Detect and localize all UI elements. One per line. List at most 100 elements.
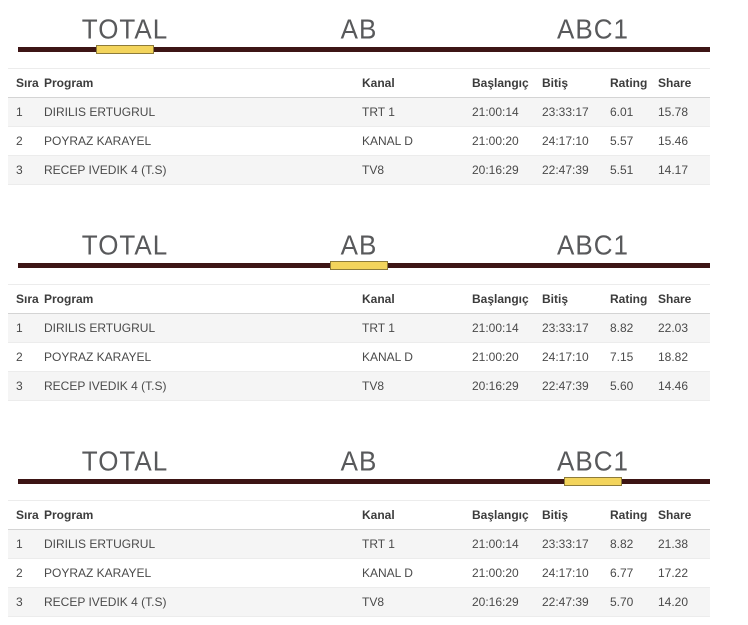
table-row: 3 RECEP IVEDIK 4 (T.S) TV8 20:16:29 22:47:39… bbox=[8, 155, 710, 185]
table-cell: KANAL D bbox=[358, 342, 468, 372]
table-cell: 21:00:20 bbox=[468, 126, 538, 156]
table-cell: 8.82 bbox=[606, 529, 654, 559]
table-cell: 5.70 bbox=[606, 587, 654, 617]
table-cell: DIRILIS ERTUGRUL bbox=[40, 97, 358, 127]
tab-abc1[interactable]: ABC1 bbox=[557, 229, 629, 262]
table-cell: 5.57 bbox=[606, 126, 654, 156]
column-header: Sıra bbox=[8, 500, 40, 530]
column-header: Başlangıç bbox=[468, 68, 538, 98]
tab-divider-rule bbox=[18, 47, 710, 52]
ratings-panel: TOTAL AB ABC1 Sıra Program Kanal Başlangıç Bit… bbox=[8, 2, 710, 185]
table-cell: TRT 1 bbox=[358, 529, 468, 559]
tab-total[interactable]: TOTAL bbox=[81, 13, 169, 46]
tab-ab[interactable]: AB bbox=[340, 13, 378, 46]
table-cell: 24:17:10 bbox=[538, 126, 606, 156]
table-cell: 17.22 bbox=[654, 558, 710, 588]
table-cell: 18.82 bbox=[654, 342, 710, 372]
tab-total[interactable]: TOTAL bbox=[81, 229, 169, 262]
column-header: Sıra bbox=[8, 284, 40, 314]
table-cell: 21:00:20 bbox=[468, 342, 538, 372]
ratings-table: Sıra Program Kanal Başlangıç Bitiş Rating Shar… bbox=[8, 284, 710, 401]
column-header: Program bbox=[40, 284, 358, 314]
column-header: Sıra bbox=[8, 68, 40, 98]
table-cell: 14.17 bbox=[654, 155, 710, 185]
ratings-panel: TOTAL AB ABC1 Sıra Program Kanal Başlangıç Bit… bbox=[8, 218, 710, 401]
column-header: Başlangıç bbox=[468, 284, 538, 314]
table-cell: 3 bbox=[8, 155, 40, 185]
table-cell: 6.01 bbox=[606, 97, 654, 127]
table-cell: 21.38 bbox=[654, 529, 710, 559]
table-row: 3 RECEP IVEDIK 4 (T.S) TV8 20:16:29 22:47:39… bbox=[8, 587, 710, 617]
column-header: Rating bbox=[606, 500, 654, 530]
column-header: Rating bbox=[606, 284, 654, 314]
table-cell: 14.20 bbox=[654, 587, 710, 617]
table-cell: 6.77 bbox=[606, 558, 654, 588]
table-cell: RECEP IVEDIK 4 (T.S) bbox=[40, 155, 358, 185]
table-body: 1 DIRILIS ERTUGRUL TRT 1 21:00:14 23:33:17 8.… bbox=[8, 529, 710, 617]
table-cell: 21:00:20 bbox=[468, 558, 538, 588]
tab-bar: TOTAL AB ABC1 bbox=[8, 434, 710, 479]
table-cell: 1 bbox=[8, 313, 40, 343]
table-cell: 23:33:17 bbox=[538, 529, 606, 559]
table-cell: 21:00:14 bbox=[468, 97, 538, 127]
column-header: Bitiş bbox=[538, 284, 606, 314]
table-cell: KANAL D bbox=[358, 126, 468, 156]
table-cell: 8.82 bbox=[606, 313, 654, 343]
table-cell: 15.78 bbox=[654, 97, 710, 127]
table-body: 1 DIRILIS ERTUGRUL TRT 1 21:00:14 23:33:17 8.… bbox=[8, 313, 710, 401]
table-cell: TV8 bbox=[358, 371, 468, 401]
table-cell: RECEP IVEDIK 4 (T.S) bbox=[40, 371, 358, 401]
table-row: 2 POYRAZ KARAYEL KANAL D 21:00:20 24:17:10 5.… bbox=[8, 126, 710, 156]
column-header: Share bbox=[654, 500, 710, 530]
column-header: Kanal bbox=[358, 284, 468, 314]
table-cell: 24:17:10 bbox=[538, 558, 606, 588]
column-header: Rating bbox=[606, 68, 654, 98]
table-cell: 14.46 bbox=[654, 371, 710, 401]
table-cell: 7.15 bbox=[606, 342, 654, 372]
table-cell: DIRILIS ERTUGRUL bbox=[40, 529, 358, 559]
table-cell: 3 bbox=[8, 587, 40, 617]
active-tab-marker bbox=[96, 45, 154, 54]
table-cell: 2 bbox=[8, 558, 40, 588]
table-row: 1 DIRILIS ERTUGRUL TRT 1 21:00:14 23:33:17 8.… bbox=[8, 529, 710, 559]
table-cell: TRT 1 bbox=[358, 97, 468, 127]
table-body: 1 DIRILIS ERTUGRUL TRT 1 21:00:14 23:33:17 6.… bbox=[8, 97, 710, 185]
table-row: 2 POYRAZ KARAYEL KANAL D 21:00:20 24:17:10 7.… bbox=[8, 342, 710, 372]
table-cell: POYRAZ KARAYEL bbox=[40, 342, 358, 372]
tab-ab[interactable]: AB bbox=[340, 229, 378, 262]
ratings-page: TOTAL AB ABC1 Sıra Program Kanal Başlangıç Bit… bbox=[8, 0, 710, 617]
tab-divider-rule bbox=[18, 479, 710, 484]
table-cell: 1 bbox=[8, 529, 40, 559]
table-cell: 22:47:39 bbox=[538, 587, 606, 617]
panel-head: TOTAL AB ABC1 bbox=[8, 218, 710, 270]
ratings-table: Sıra Program Kanal Başlangıç Bitiş Rating Shar… bbox=[8, 68, 710, 185]
table-cell: POYRAZ KARAYEL bbox=[40, 558, 358, 588]
table-row: 2 POYRAZ KARAYEL KANAL D 21:00:20 24:17:10 6.… bbox=[8, 558, 710, 588]
table-cell: 15.46 bbox=[654, 126, 710, 156]
table-cell: 5.60 bbox=[606, 371, 654, 401]
panels: TOTAL AB ABC1 Sıra Program Kanal Başlangıç Bit… bbox=[8, 2, 710, 617]
tab-total[interactable]: TOTAL bbox=[81, 445, 169, 478]
column-header: Share bbox=[654, 68, 710, 98]
ratings-table: Sıra Program Kanal Başlangıç Bitiş Rating Shar… bbox=[8, 500, 710, 617]
tab-ab[interactable]: AB bbox=[340, 445, 378, 478]
tab-abc1[interactable]: ABC1 bbox=[557, 13, 629, 46]
ratings-panel: TOTAL AB ABC1 Sıra Program Kanal Başlangıç Bit… bbox=[8, 434, 710, 617]
table-cell: 20:16:29 bbox=[468, 587, 538, 617]
panel-head: TOTAL AB ABC1 bbox=[8, 434, 710, 486]
tab-bar: TOTAL AB ABC1 bbox=[8, 218, 710, 263]
tab-bar: TOTAL AB ABC1 bbox=[8, 2, 710, 47]
table-header-row: Sıra Program Kanal Başlangıç Bitiş Rating Shar… bbox=[8, 500, 710, 530]
table-cell: 21:00:14 bbox=[468, 313, 538, 343]
active-tab-marker bbox=[330, 261, 388, 270]
table-cell: TRT 1 bbox=[358, 313, 468, 343]
table-cell: 22.03 bbox=[654, 313, 710, 343]
table-cell: DIRILIS ERTUGRUL bbox=[40, 313, 358, 343]
table-cell: KANAL D bbox=[358, 558, 468, 588]
table-row: 1 DIRILIS ERTUGRUL TRT 1 21:00:14 23:33:17 6.… bbox=[8, 97, 710, 127]
column-header: Başlangıç bbox=[468, 500, 538, 530]
table-cell: 20:16:29 bbox=[468, 155, 538, 185]
column-header: Program bbox=[40, 68, 358, 98]
table-cell: 22:47:39 bbox=[538, 371, 606, 401]
tab-abc1[interactable]: ABC1 bbox=[557, 445, 629, 478]
